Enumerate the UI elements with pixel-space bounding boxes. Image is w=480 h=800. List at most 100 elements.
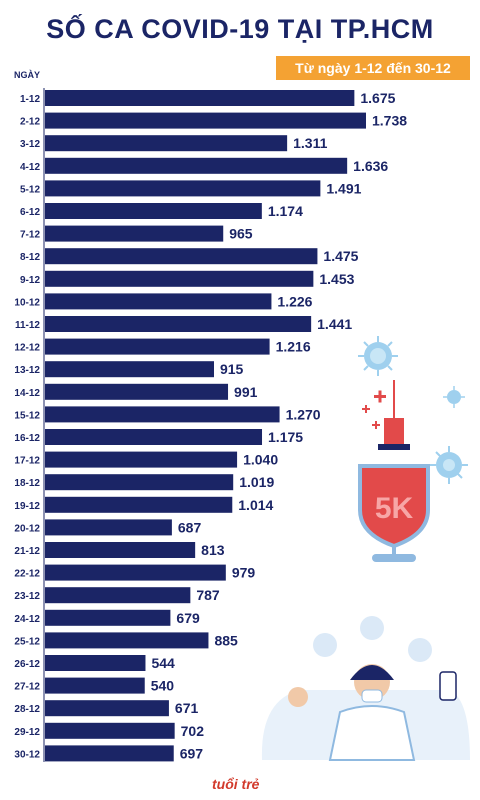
- virus-icon: [358, 336, 398, 376]
- value-label: 1.491: [326, 180, 361, 196]
- bar: [45, 361, 214, 378]
- bar: [45, 270, 314, 287]
- category-label: 25-12: [14, 636, 40, 647]
- bar: [45, 112, 366, 129]
- value-label: 979: [232, 565, 256, 581]
- category-label: 1-12: [20, 94, 40, 105]
- category-label: 4-12: [20, 162, 40, 173]
- bar: [45, 338, 270, 355]
- chart-title: SỐ CA COVID-19 TẠI TP.HCM: [46, 14, 434, 44]
- category-label: 12-12: [14, 343, 40, 354]
- value-label: 1.175: [268, 429, 303, 445]
- value-label: 1.216: [276, 339, 311, 355]
- value-label: 1.636: [353, 158, 388, 174]
- category-label: 5-12: [20, 184, 40, 195]
- bar: [45, 564, 226, 581]
- value-label: 1.040: [243, 452, 278, 468]
- category-label: 28-12: [14, 704, 40, 715]
- bar: [45, 248, 318, 265]
- bar: [45, 293, 272, 310]
- y-axis-label: NGÀY: [14, 70, 41, 80]
- value-label: 1.270: [286, 406, 321, 422]
- value-label: 687: [178, 519, 202, 535]
- category-label: 2-12: [20, 117, 40, 128]
- logo: tuổi trẻ: [212, 776, 260, 792]
- value-label: 1.738: [372, 113, 407, 129]
- category-label: 10-12: [14, 297, 40, 308]
- bar: [45, 655, 146, 671]
- bar: [45, 90, 355, 106]
- category-label: 11-12: [15, 320, 40, 331]
- bar: [45, 677, 145, 694]
- category-label: 18-12: [14, 478, 40, 489]
- category-label: 9-12: [20, 275, 40, 286]
- bar: [45, 316, 312, 332]
- category-label: 29-12: [14, 727, 40, 738]
- bar: [45, 519, 172, 536]
- value-label: 702: [181, 723, 205, 739]
- bar: [45, 157, 348, 174]
- bar: [45, 406, 280, 423]
- bars-group: 1-12 1.675 2-12 1.738 3-12 1.311 4-12 1.636 5-12…: [14, 90, 407, 762]
- bar: [45, 429, 263, 445]
- bar: [45, 745, 174, 762]
- category-label: 17-12: [14, 456, 40, 467]
- bar: [45, 383, 229, 400]
- bar: [45, 496, 233, 513]
- category-label: 7-12: [20, 230, 40, 241]
- bar: [45, 474, 234, 491]
- virus-icon: [430, 446, 468, 484]
- value-label: 1.174: [268, 203, 303, 219]
- bar: [45, 180, 321, 197]
- category-label: 6-12: [20, 207, 40, 218]
- category-label: 20-12: [14, 523, 40, 534]
- bar: [45, 632, 209, 649]
- bar: [45, 609, 171, 626]
- category-label: 24-12: [14, 614, 40, 625]
- category-label: 8-12: [20, 252, 40, 263]
- plus-icon: [362, 390, 386, 429]
- chart-subtitle: Từ ngày 1-12 đến 30-12: [276, 56, 470, 80]
- value-label: 991: [234, 384, 258, 400]
- value-label: 671: [175, 700, 199, 716]
- virus-icon: [443, 386, 465, 408]
- value-label: 965: [229, 226, 253, 242]
- category-label: 30-12: [14, 749, 40, 760]
- category-label: 15-12: [14, 410, 40, 421]
- value-label: 813: [201, 542, 225, 558]
- category-label: 22-12: [14, 569, 40, 580]
- value-label: 1.311: [293, 135, 327, 151]
- bar: [45, 225, 224, 242]
- bar: [45, 203, 262, 219]
- bar: [45, 542, 196, 558]
- value-label: 787: [196, 587, 220, 603]
- value-label: 1.453: [319, 271, 354, 287]
- value-label: 915: [220, 361, 244, 377]
- bar: [45, 722, 175, 739]
- category-label: 19-12: [14, 501, 40, 512]
- value-label: 544: [151, 655, 175, 671]
- bar: [45, 700, 169, 717]
- value-label: 1.226: [277, 293, 312, 309]
- category-label: 26-12: [14, 659, 40, 670]
- doctor-illustration: [261, 616, 470, 761]
- value-label: 679: [176, 610, 200, 626]
- category-label: 27-12: [14, 682, 40, 693]
- value-label: 1.019: [239, 474, 274, 490]
- value-label: 540: [151, 678, 175, 694]
- syringe-icon: 5K: [358, 380, 430, 562]
- category-label: 21-12: [14, 546, 40, 557]
- value-label: 697: [180, 745, 204, 761]
- category-label: 13-12: [14, 365, 40, 376]
- bar: [45, 587, 191, 604]
- category-label: 14-12: [14, 388, 40, 399]
- category-label: 16-12: [14, 433, 40, 444]
- category-label: 3-12: [20, 139, 40, 150]
- bar: [45, 451, 238, 468]
- bar: [45, 135, 288, 152]
- category-label: 23-12: [14, 591, 40, 602]
- value-label: 1.441: [317, 316, 352, 332]
- shield-text: 5K: [375, 492, 414, 525]
- value-label: 1.475: [323, 248, 358, 264]
